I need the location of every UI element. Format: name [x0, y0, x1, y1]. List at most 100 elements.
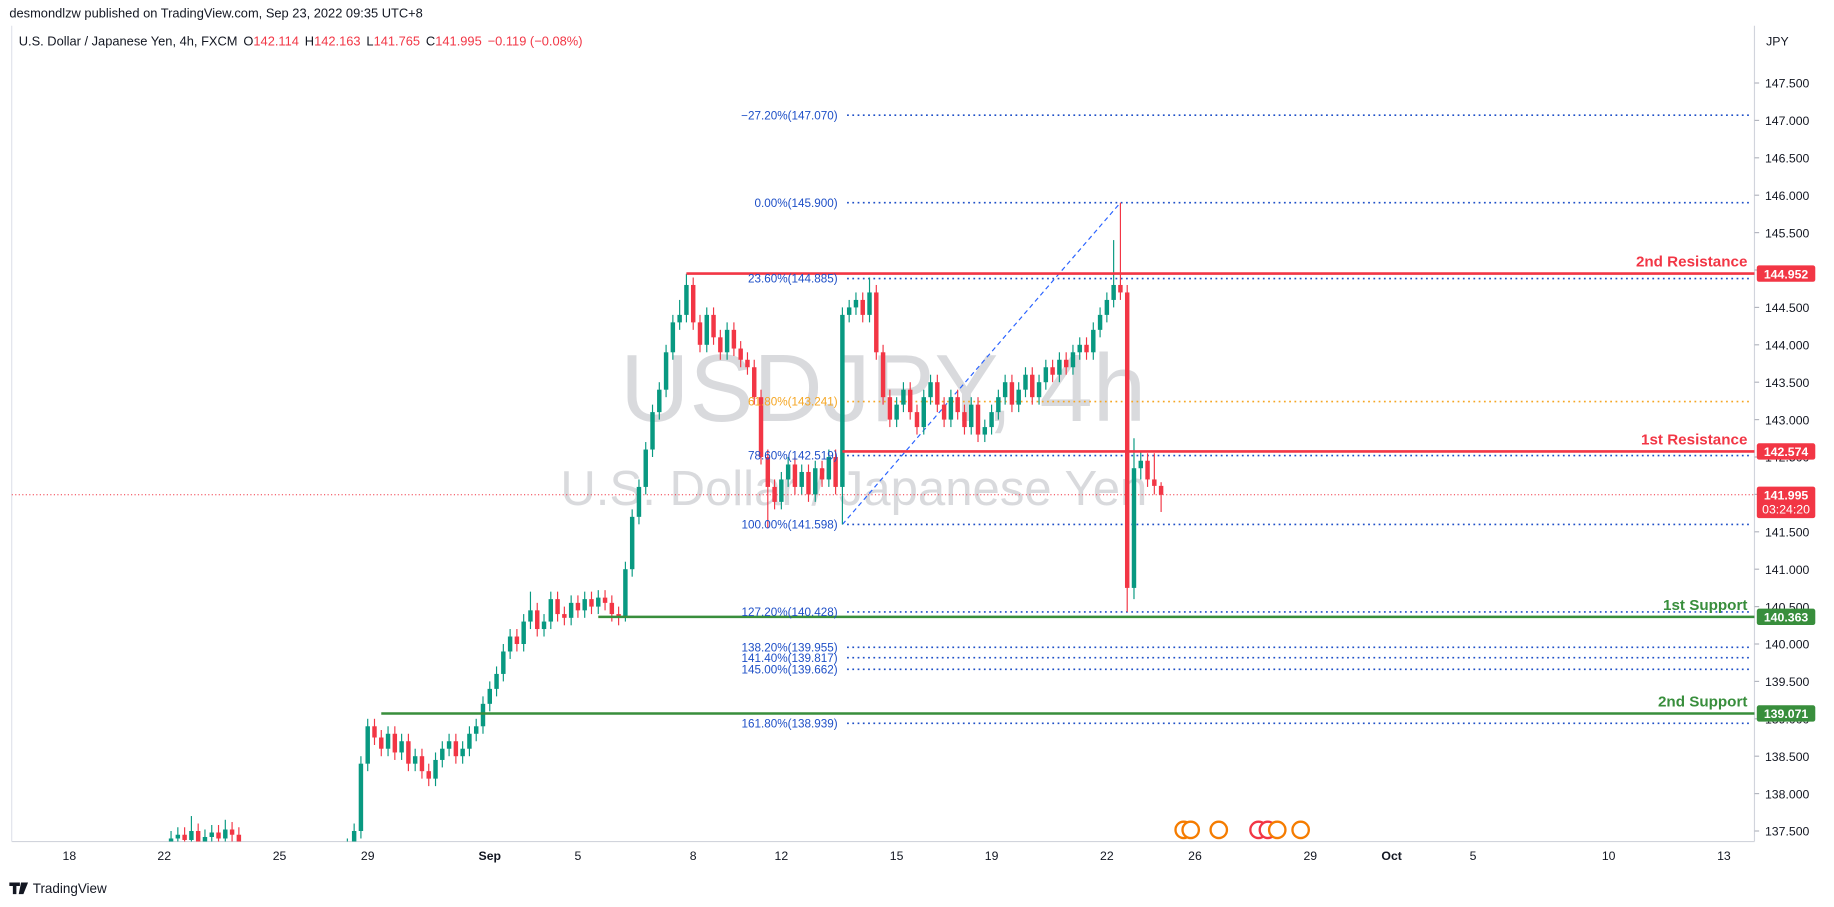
- currency: JPY: [1766, 35, 1789, 49]
- candle-body: [189, 830, 194, 840]
- fib-trend-line: [841, 202, 1121, 525]
- candle-body: [758, 397, 764, 458]
- price-badge-label: 139.071: [1764, 707, 1809, 721]
- x-tick-label: 25: [273, 849, 287, 863]
- candle-body: [819, 468, 825, 480]
- y-tick-label: 138.000: [1765, 787, 1810, 801]
- candle-body: [528, 610, 533, 622]
- candle-body: [1002, 382, 1008, 398]
- candle-body: [229, 829, 235, 835]
- candle-body: [473, 726, 479, 734]
- candle-body: [480, 703, 486, 727]
- candle-body: [928, 382, 933, 398]
- candle-body: [826, 457, 832, 480]
- candle-body: [704, 314, 709, 345]
- x-tick-label: 5: [575, 849, 582, 863]
- candle-body: [860, 299, 865, 315]
- candle-body: [867, 292, 872, 315]
- y-tick-label: 141.000: [1765, 563, 1810, 577]
- x-tick-label: 22: [157, 849, 171, 863]
- fib-label: −27.20%(147.070): [741, 109, 838, 122]
- x-tick-label: Sep: [479, 849, 502, 863]
- candle-body: [440, 748, 445, 760]
- y-tick-label: 147.000: [1765, 114, 1810, 128]
- price-badge: [1756, 705, 1816, 722]
- candle-body: [433, 759, 438, 779]
- logo: [9, 882, 29, 895]
- candle-body: [833, 457, 838, 487]
- candle-body: [1158, 485, 1164, 495]
- candle-body: [406, 741, 411, 764]
- candle-body: [1016, 389, 1021, 405]
- candle-body: [874, 292, 879, 353]
- fib-label: 78.60%(142.519): [748, 450, 838, 463]
- candle-body: [711, 314, 716, 338]
- x-tick-label: 22: [1100, 849, 1114, 863]
- candle-body: [853, 299, 859, 308]
- candle-body: [745, 359, 750, 368]
- candle-body: [1063, 359, 1069, 368]
- candle-body: [419, 756, 425, 772]
- candle-body: [670, 322, 676, 353]
- candle-body: [596, 597, 601, 607]
- candle-body: [785, 464, 791, 480]
- candle-body: [358, 763, 364, 831]
- level-label: 2nd Support: [1658, 693, 1747, 710]
- candle-body: [494, 673, 499, 689]
- candle-body: [731, 329, 737, 349]
- fib-label: 145.00%(139.662): [742, 663, 838, 676]
- candle-body: [507, 636, 513, 652]
- candle-body: [887, 397, 893, 420]
- candle-body: [663, 352, 669, 390]
- candle-body: [1152, 479, 1157, 486]
- legend-key: H: [305, 34, 314, 49]
- candle-body: [1124, 292, 1130, 588]
- candle-body: [677, 314, 682, 323]
- y-tick-label: 139.500: [1765, 675, 1810, 689]
- candle-body: [216, 832, 221, 839]
- candle-body: [765, 457, 771, 487]
- candle-body: [935, 382, 940, 405]
- legend: U.S. Dollar / Japanese Yen, 4h, FXCM O142…: [19, 34, 583, 49]
- candle-body: [894, 404, 899, 420]
- candle-body: [1131, 468, 1137, 588]
- fib-label: 141.40%(139.817): [742, 652, 838, 665]
- fib-label: 0.00%(145.900): [755, 197, 838, 210]
- candle-body: [1050, 367, 1055, 375]
- candle-body: [650, 412, 655, 450]
- fib-label: 100.00%(141.598): [742, 519, 838, 532]
- candle-body: [989, 412, 994, 428]
- y-tick-label: 146.500: [1765, 151, 1810, 165]
- legend-key: C: [426, 34, 435, 49]
- candle-body: [175, 834, 181, 839]
- y-tick-label: 143.000: [1765, 413, 1810, 427]
- candle-body: [1104, 299, 1110, 315]
- candle-body: [792, 464, 798, 487]
- candle-body: [548, 599, 554, 622]
- candle-body: [629, 516, 635, 570]
- candle-body: [602, 597, 608, 603]
- event-icon: [1291, 820, 1310, 840]
- candle-body: [772, 486, 777, 502]
- legend-key: L: [366, 34, 373, 49]
- candle-body: [969, 404, 974, 428]
- candle-body: [1111, 284, 1116, 300]
- watermark-description: U.S. Dollar / Japanese Yen: [560, 462, 1147, 516]
- price-badge-label: 142.574: [1764, 445, 1809, 459]
- candle-body: [589, 599, 594, 607]
- candle-body: [1097, 314, 1103, 330]
- candle-body: [623, 569, 628, 618]
- candle-body: [1138, 460, 1143, 469]
- event-icon: [1209, 820, 1229, 840]
- candle-body: [501, 651, 506, 674]
- candle-body: [568, 602, 574, 618]
- y-tick-label: 138.500: [1765, 750, 1810, 764]
- x-tick-label: 18: [63, 849, 77, 863]
- price-badge-label: 140.363: [1764, 611, 1809, 625]
- x-tick-label: 12: [775, 849, 789, 863]
- candle-body: [1009, 382, 1015, 405]
- candle-body: [453, 741, 459, 757]
- candle-body: [636, 486, 642, 517]
- candle-body: [996, 397, 1001, 413]
